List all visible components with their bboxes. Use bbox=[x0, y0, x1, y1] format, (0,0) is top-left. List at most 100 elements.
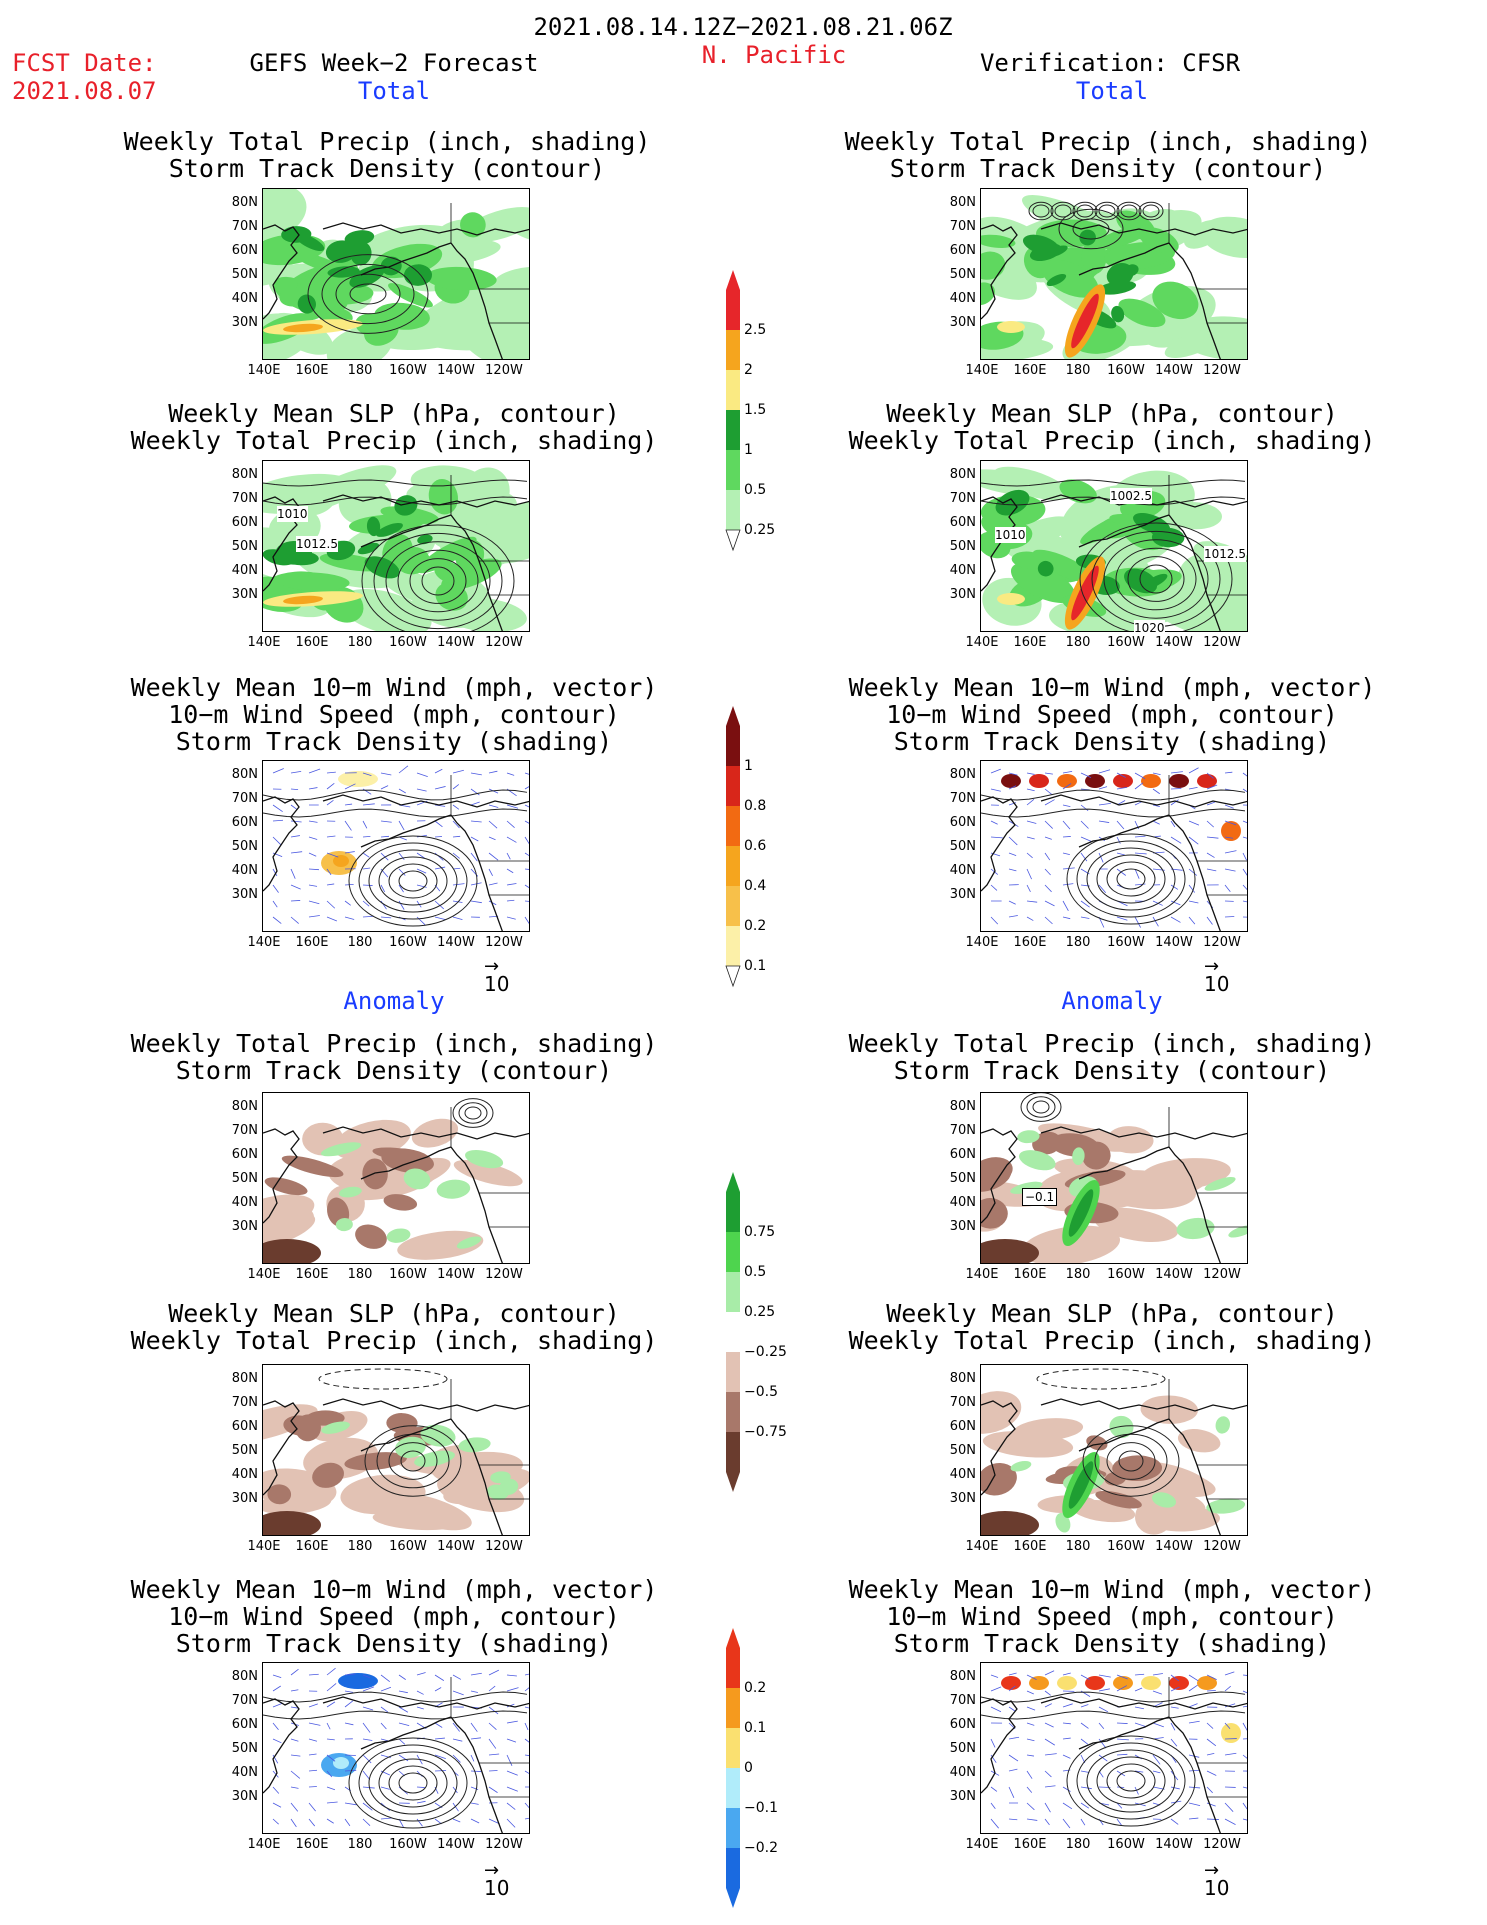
lon-tick-label: 160E bbox=[1013, 1267, 1047, 1282]
lat-tick-label: 50N bbox=[231, 1443, 258, 1458]
lat-tick-label: 60N bbox=[231, 243, 258, 258]
lat-tick-label: 50N bbox=[231, 839, 258, 854]
vector-reference: → 10 bbox=[1204, 1860, 1230, 1901]
contour-label: 1002.5 bbox=[1110, 488, 1152, 504]
lat-tick-label: 30N bbox=[231, 1491, 258, 1506]
lat-tick-label: 40N bbox=[949, 1467, 976, 1482]
lon-tick-label: 180 bbox=[347, 635, 373, 650]
right-total-label: Total bbox=[1075, 77, 1149, 105]
lat-tick-label: 80N bbox=[949, 1371, 976, 1386]
colorbar-tick-label: 0.5 bbox=[744, 482, 767, 498]
panel-title: Weekly Mean 10−m Wind (mph, vector) 10−m … bbox=[130, 1575, 658, 1658]
panel-title: Weekly Total Precip (inch, shading) Storm… bbox=[848, 1029, 1376, 1085]
lon-tick-label: 120W bbox=[1203, 1539, 1241, 1554]
contour-label: 1012.5 bbox=[1204, 546, 1246, 562]
map-fcst-total-slp bbox=[262, 460, 530, 632]
lat-tick-label: 80N bbox=[231, 1669, 258, 1684]
lat-tick-label: 70N bbox=[949, 491, 976, 506]
lon-tick-label: 160E bbox=[1013, 935, 1047, 950]
lat-tick-label: 40N bbox=[231, 291, 258, 306]
lat-tick-label: 30N bbox=[949, 1219, 976, 1234]
colorbar-tick-label: 0.6 bbox=[744, 838, 767, 854]
lon-tick-label: 160W bbox=[389, 1539, 427, 1554]
contour-label: 1020 bbox=[1134, 620, 1165, 636]
lat-tick-label: 80N bbox=[231, 1371, 258, 1386]
lon-tick-label: 140W bbox=[437, 363, 475, 378]
lat-tick-label: 50N bbox=[949, 1443, 976, 1458]
lat-tick-label: 30N bbox=[949, 1789, 976, 1804]
lon-tick-label: 120W bbox=[485, 635, 523, 650]
lat-tick-label: 60N bbox=[231, 1147, 258, 1162]
lat-tick-label: 50N bbox=[231, 1171, 258, 1186]
lat-tick-label: 80N bbox=[949, 767, 976, 782]
colorbar-tick-label: 1 bbox=[744, 758, 753, 774]
panel-title: Weekly Mean SLP (hPa, contour) Weekly Tot… bbox=[130, 399, 658, 455]
region-label: N. Pacific bbox=[701, 41, 847, 69]
colorbar-tick-label: 2.5 bbox=[744, 322, 767, 338]
lon-tick-label: 120W bbox=[1203, 935, 1241, 950]
left-total-label: Total bbox=[357, 77, 431, 105]
lon-tick-label: 180 bbox=[1065, 1267, 1091, 1282]
lat-tick-label: 30N bbox=[231, 1219, 258, 1234]
colorbar-storm-total bbox=[724, 706, 804, 1000]
lat-tick-label: 40N bbox=[949, 863, 976, 878]
lat-tick-label: 70N bbox=[949, 219, 976, 234]
colorbar-tick-label: 0 bbox=[744, 1760, 753, 1776]
right-anomaly-label: Anomaly bbox=[1061, 987, 1163, 1015]
lat-tick-label: 50N bbox=[231, 267, 258, 282]
lat-tick-label: 80N bbox=[231, 767, 258, 782]
date-range: 2021.08.14.12Z−2021.08.21.06Z bbox=[533, 13, 953, 41]
lat-tick-label: 60N bbox=[231, 815, 258, 830]
lon-tick-label: 120W bbox=[485, 363, 523, 378]
panel-title: Weekly Mean 10−m Wind (mph, vector) 10−m … bbox=[130, 673, 658, 756]
lon-tick-label: 180 bbox=[1065, 1837, 1091, 1852]
lat-tick-label: 40N bbox=[231, 863, 258, 878]
lon-tick-label: 120W bbox=[485, 1837, 523, 1852]
fcst-date: 2021.08.07 bbox=[12, 77, 157, 105]
lat-tick-label: 50N bbox=[949, 839, 976, 854]
map-fcst-anom-precip bbox=[262, 1092, 530, 1264]
lat-tick-label: 60N bbox=[231, 515, 258, 530]
lat-tick-label: 40N bbox=[231, 563, 258, 578]
lon-tick-label: 160E bbox=[1013, 635, 1047, 650]
lon-tick-label: 180 bbox=[1065, 363, 1091, 378]
lon-tick-label: 140E bbox=[965, 1267, 999, 1282]
lon-tick-label: 160E bbox=[1013, 1837, 1047, 1852]
map-cfsr-anom-slp bbox=[980, 1364, 1248, 1536]
lat-tick-label: 50N bbox=[949, 539, 976, 554]
lon-tick-label: 160W bbox=[389, 935, 427, 950]
lat-tick-label: 40N bbox=[231, 1765, 258, 1780]
lon-tick-label: 140E bbox=[247, 1267, 281, 1282]
colorbar-tick-label: 0.1 bbox=[744, 958, 767, 974]
colorbar-tick-label: −0.1 bbox=[744, 1800, 778, 1816]
lon-tick-label: 160E bbox=[295, 935, 329, 950]
panel-title: Weekly Total Precip (inch, shading) Storm… bbox=[123, 127, 651, 183]
lon-tick-label: 160E bbox=[1013, 363, 1047, 378]
lat-tick-label: 70N bbox=[949, 1395, 976, 1410]
left-column-title: GEFS Week−2 Forecast bbox=[249, 49, 539, 77]
lon-tick-label: 180 bbox=[1065, 935, 1091, 950]
map-cfsr-total-precip bbox=[980, 188, 1248, 360]
map-fcst-total-precip bbox=[262, 188, 530, 360]
colorbar-storm-anom bbox=[724, 1628, 804, 1922]
lat-tick-label: 60N bbox=[231, 1717, 258, 1732]
colorbar-precip-anom bbox=[724, 1172, 804, 1506]
lat-tick-label: 30N bbox=[231, 315, 258, 330]
colorbar-tick-label: 0.75 bbox=[744, 1224, 776, 1240]
map-fcst-total-wind bbox=[262, 760, 530, 932]
colorbar-tick-label: 0.2 bbox=[744, 918, 767, 934]
lon-tick-label: 180 bbox=[347, 1539, 373, 1554]
lon-tick-label: 140W bbox=[1155, 635, 1193, 650]
lon-tick-label: 140W bbox=[437, 1539, 475, 1554]
lat-tick-label: 30N bbox=[949, 1491, 976, 1506]
lon-tick-label: 160W bbox=[389, 635, 427, 650]
lon-tick-label: 120W bbox=[1203, 1837, 1241, 1852]
panel-title: Weekly Total Precip (inch, shading) Storm… bbox=[844, 127, 1372, 183]
colorbar-tick-label: 0.25 bbox=[744, 1304, 776, 1320]
lat-tick-label: 40N bbox=[949, 1195, 976, 1210]
panel-title: Weekly Mean 10−m Wind (mph, vector) 10−m … bbox=[848, 673, 1376, 756]
lon-tick-label: 120W bbox=[1203, 635, 1241, 650]
lat-tick-label: 60N bbox=[949, 243, 976, 258]
lat-tick-label: 60N bbox=[949, 1717, 976, 1732]
lon-tick-label: 180 bbox=[347, 1837, 373, 1852]
